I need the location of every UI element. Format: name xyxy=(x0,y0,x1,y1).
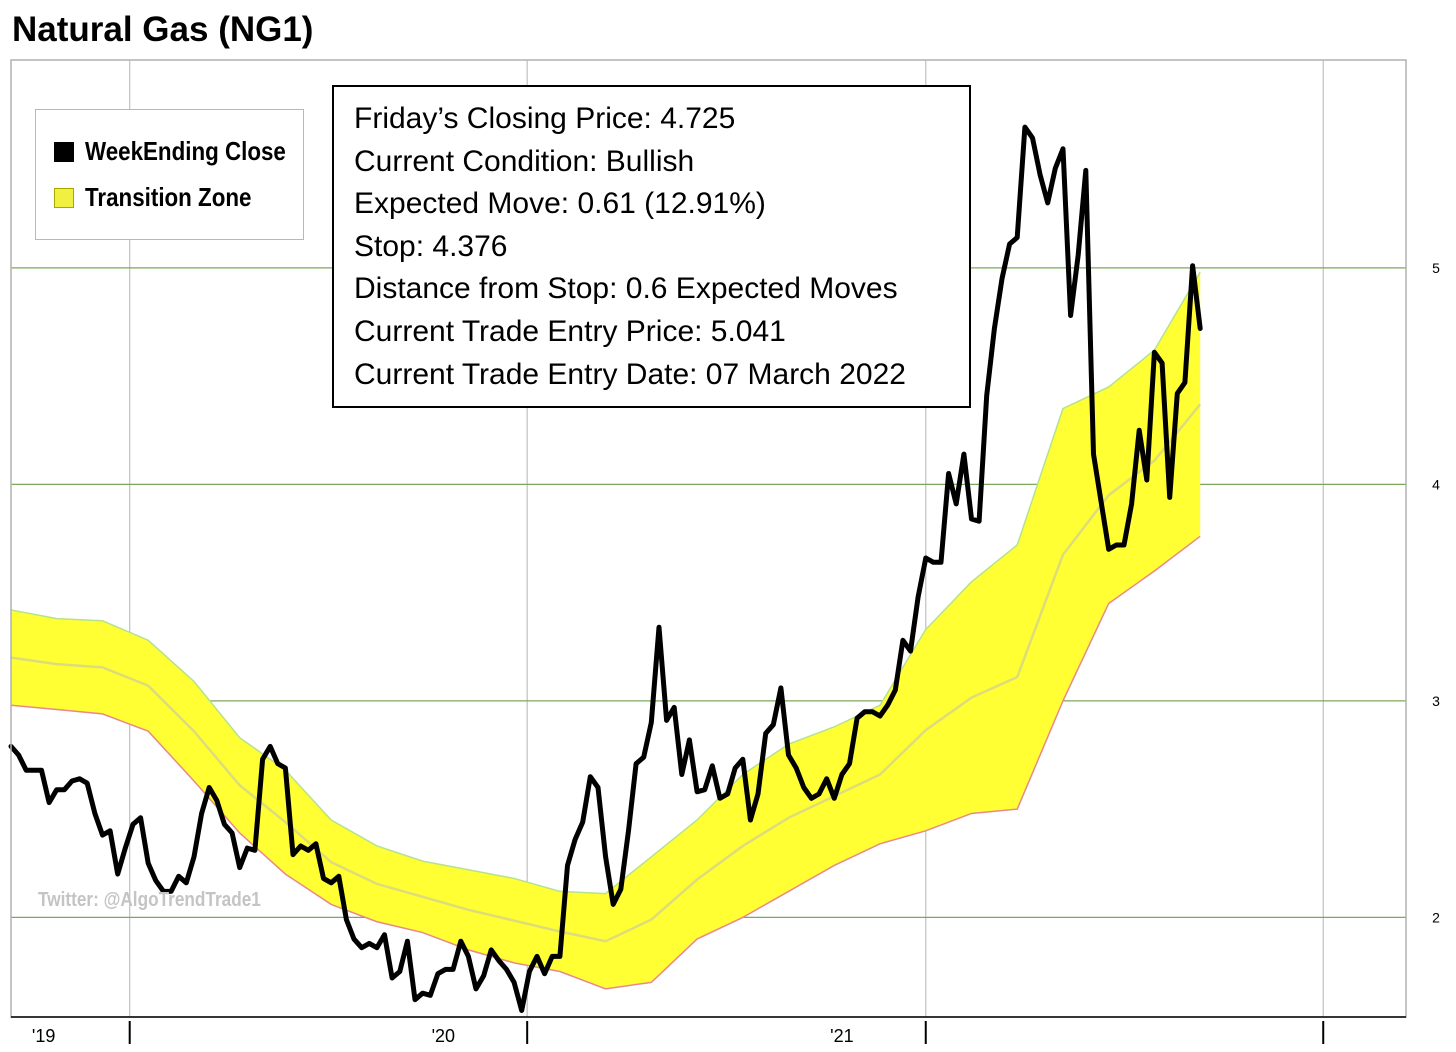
info-stop: Stop: 4.376 xyxy=(354,229,508,263)
transition-zone-band xyxy=(10,271,1202,990)
info-closing-price: Friday’s Closing Price: 4.725 xyxy=(354,102,736,135)
legend-label-close: WeekEnding Close xyxy=(85,136,286,166)
info-condition: Current Condition: Bullish xyxy=(354,144,695,178)
info-entry-date: Current Trade Entry Date: 07 March 2022 xyxy=(354,357,906,391)
info-distance-from-stop: Distance from Stop: 0.6 Expected Moves xyxy=(354,272,898,306)
axes: 2 3 4 5 '19 '20 '21 xyxy=(10,58,1456,1046)
y-tick-label: 5 xyxy=(1432,260,1440,276)
legend-swatch-zone xyxy=(54,187,74,208)
weekending-close-line xyxy=(8,124,1203,1013)
transition-zone-midline xyxy=(10,403,1202,943)
legend: WeekEnding Close Transition Zone xyxy=(35,109,304,240)
x-tick-label: '20 xyxy=(432,1026,455,1046)
trade-info-box: Friday’s Closing Price: 4.725 Current Co… xyxy=(332,85,971,408)
info-entry-price: Current Trade Entry Price: 5.041 xyxy=(354,314,786,348)
legend-label-zone: Transition Zone xyxy=(85,182,252,212)
legend-item-zone: Transition Zone xyxy=(54,182,279,213)
legend-item-close: WeekEnding Close xyxy=(54,136,319,167)
close-line-layer xyxy=(8,124,1203,1013)
transition-zone-upper-edge xyxy=(10,271,1201,895)
x-tick-label: '19 xyxy=(32,1026,55,1046)
x-tick-label: '21 xyxy=(830,1026,853,1046)
y-tick-label: 4 xyxy=(1432,476,1440,492)
info-expected-move: Expected Move: 0.61 (12.91%) xyxy=(354,187,766,221)
legend-swatch-close xyxy=(54,141,74,162)
chart-title: Natural Gas (NG1) xyxy=(12,10,314,49)
y-tick-label: 3 xyxy=(1432,693,1440,709)
transition-zone-fill xyxy=(11,272,1201,989)
y-tick-label: 2 xyxy=(1432,909,1440,925)
right-margin xyxy=(1406,58,1456,1019)
transition-zone-lower-edge xyxy=(10,535,1201,990)
watermark: Twitter: @AlgoTrendTrade1 xyxy=(38,889,261,911)
